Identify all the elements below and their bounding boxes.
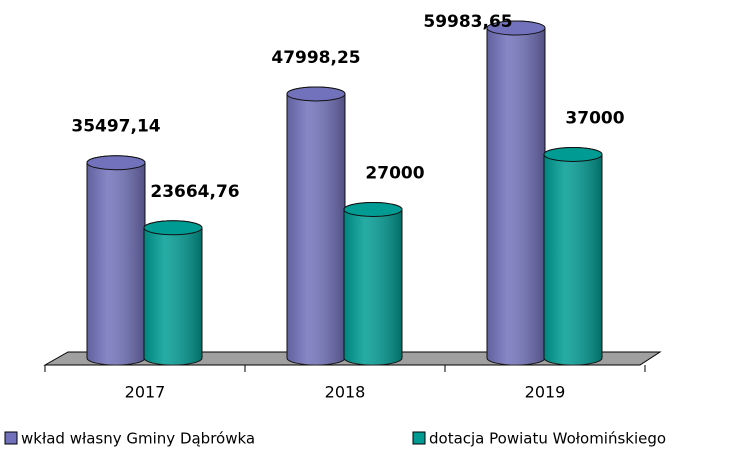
cylinder-shade: [344, 202, 402, 365]
legend-swatch: [4, 431, 18, 445]
value-label: 37000: [565, 108, 624, 128]
x-tick-label: 2017: [125, 383, 166, 402]
value-label: 23664,76: [150, 182, 239, 202]
cylinder-top: [143, 220, 203, 236]
x-tick-label: 2019: [525, 383, 566, 402]
value-label: 47998,25: [271, 48, 360, 68]
legend-label: wkład własny Gminy Dąbrówka: [21, 430, 255, 448]
cylinder-shade: [487, 21, 545, 365]
value-label: 59983,65: [423, 12, 512, 32]
cylinder-shade: [144, 220, 202, 365]
value-label: 27000: [365, 163, 424, 183]
cylinder-shade: [544, 147, 602, 365]
value-label: 35497,14: [71, 117, 160, 137]
x-tick-label: 2018: [325, 383, 366, 402]
cylinder-top: [343, 201, 403, 217]
cylinder-shade: [87, 155, 145, 365]
cylinder-shade: [287, 86, 345, 365]
cylinder-top: [286, 86, 346, 102]
cylinder-top: [486, 20, 546, 36]
cylinder-top: [543, 146, 603, 162]
cylinder-top: [86, 155, 146, 171]
legend-swatch: [412, 431, 426, 445]
legend-label: dotacja Powiatu Wołomińskiego: [429, 430, 666, 448]
